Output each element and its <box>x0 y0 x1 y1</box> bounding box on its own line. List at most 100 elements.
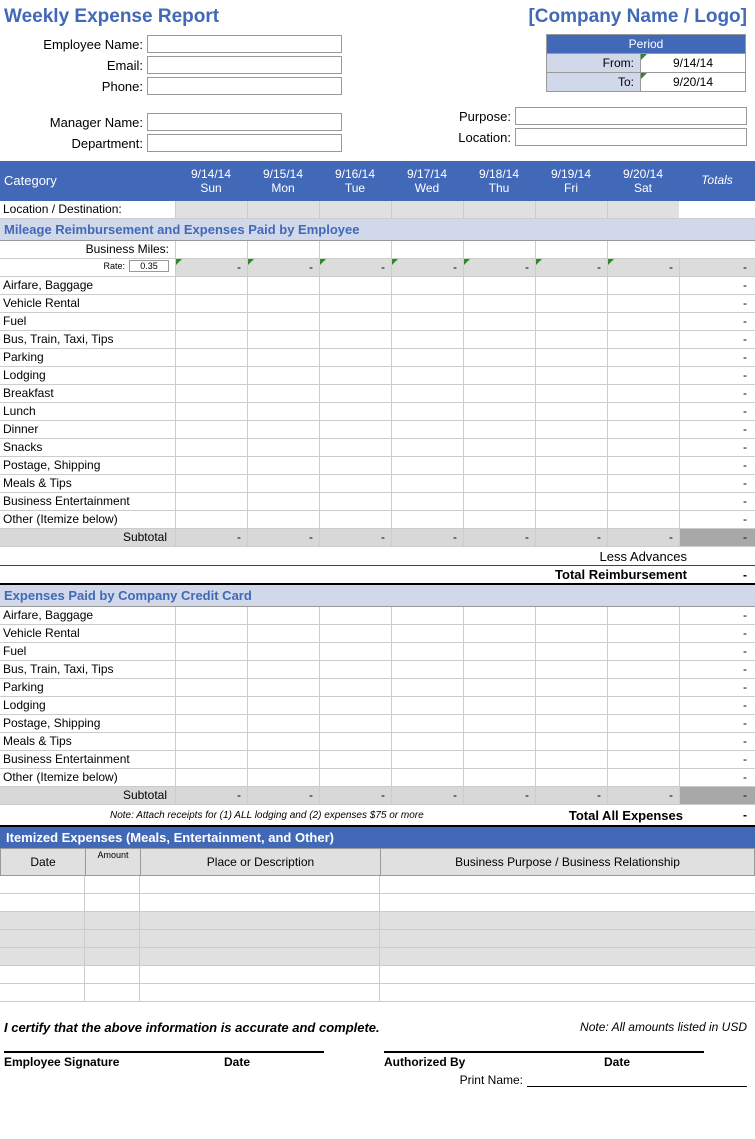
expense-cell[interactable] <box>247 439 319 456</box>
expense-cell[interactable] <box>391 751 463 768</box>
expense-cell[interactable] <box>247 493 319 510</box>
expense-cell[interactable] <box>319 769 391 786</box>
expense-cell[interactable] <box>391 715 463 732</box>
expense-cell[interactable] <box>391 511 463 528</box>
expense-cell[interactable] <box>391 313 463 330</box>
expense-cell[interactable] <box>463 679 535 696</box>
expense-cell[interactable] <box>175 511 247 528</box>
expense-cell[interactable] <box>175 715 247 732</box>
expense-cell[interactable] <box>319 607 391 624</box>
expense-cell[interactable] <box>175 661 247 678</box>
expense-cell[interactable] <box>391 385 463 402</box>
expense-cell[interactable] <box>607 367 679 384</box>
expense-cell[interactable] <box>463 661 535 678</box>
expense-cell[interactable] <box>175 643 247 660</box>
expense-cell[interactable] <box>607 331 679 348</box>
expense-cell[interactable] <box>175 493 247 510</box>
expense-cell[interactable] <box>535 457 607 474</box>
expense-cell[interactable] <box>535 493 607 510</box>
expense-cell[interactable] <box>175 313 247 330</box>
expense-cell[interactable] <box>535 331 607 348</box>
expense-cell[interactable] <box>175 403 247 420</box>
expense-cell[interactable] <box>175 367 247 384</box>
expense-cell[interactable] <box>175 349 247 366</box>
expense-cell[interactable] <box>247 349 319 366</box>
expense-cell[interactable] <box>463 769 535 786</box>
expense-cell[interactable] <box>535 625 607 642</box>
expense-cell[interactable] <box>319 331 391 348</box>
expense-cell[interactable] <box>391 295 463 312</box>
expense-cell[interactable] <box>319 643 391 660</box>
expense-cell[interactable] <box>391 493 463 510</box>
expense-cell[interactable] <box>391 421 463 438</box>
expense-cell[interactable] <box>607 715 679 732</box>
expense-cell[interactable] <box>247 313 319 330</box>
expense-cell[interactable] <box>175 331 247 348</box>
expense-cell[interactable] <box>247 367 319 384</box>
expense-cell[interactable] <box>463 511 535 528</box>
expense-cell[interactable] <box>463 475 535 492</box>
expense-cell[interactable] <box>607 277 679 294</box>
expense-cell[interactable] <box>319 385 391 402</box>
expense-cell[interactable] <box>463 493 535 510</box>
expense-cell[interactable] <box>535 715 607 732</box>
expense-cell[interactable] <box>607 313 679 330</box>
expense-cell[interactable] <box>535 607 607 624</box>
expense-cell[interactable] <box>391 769 463 786</box>
expense-cell[interactable] <box>319 679 391 696</box>
expense-cell[interactable] <box>319 715 391 732</box>
expense-cell[interactable] <box>319 625 391 642</box>
expense-cell[interactable] <box>175 697 247 714</box>
expense-cell[interactable] <box>463 715 535 732</box>
expense-cell[interactable] <box>607 493 679 510</box>
expense-cell[interactable] <box>247 607 319 624</box>
expense-cell[interactable] <box>607 349 679 366</box>
expense-cell[interactable] <box>463 643 535 660</box>
expense-cell[interactable] <box>247 643 319 660</box>
expense-cell[interactable] <box>535 313 607 330</box>
expense-cell[interactable] <box>391 607 463 624</box>
expense-cell[interactable] <box>175 625 247 642</box>
expense-cell[interactable] <box>607 697 679 714</box>
expense-cell[interactable] <box>319 403 391 420</box>
department-input[interactable] <box>147 134 342 152</box>
phone-input[interactable] <box>147 77 342 95</box>
expense-cell[interactable] <box>319 277 391 294</box>
expense-cell[interactable] <box>319 421 391 438</box>
expense-cell[interactable] <box>463 349 535 366</box>
expense-cell[interactable] <box>319 661 391 678</box>
expense-cell[interactable] <box>463 457 535 474</box>
expense-cell[interactable] <box>535 769 607 786</box>
expense-cell[interactable] <box>391 697 463 714</box>
expense-cell[interactable] <box>175 295 247 312</box>
expense-cell[interactable] <box>247 751 319 768</box>
expense-cell[interactable] <box>391 679 463 696</box>
expense-cell[interactable] <box>319 697 391 714</box>
expense-cell[interactable] <box>391 733 463 750</box>
expense-cell[interactable] <box>319 493 391 510</box>
expense-cell[interactable] <box>175 769 247 786</box>
expense-cell[interactable] <box>247 697 319 714</box>
expense-cell[interactable] <box>607 661 679 678</box>
expense-cell[interactable] <box>607 769 679 786</box>
expense-cell[interactable] <box>319 349 391 366</box>
expense-cell[interactable] <box>607 475 679 492</box>
expense-cell[interactable] <box>535 403 607 420</box>
expense-cell[interactable] <box>463 385 535 402</box>
expense-cell[interactable] <box>535 367 607 384</box>
expense-cell[interactable] <box>391 643 463 660</box>
expense-cell[interactable] <box>607 421 679 438</box>
purpose-input[interactable] <box>515 107 747 125</box>
expense-cell[interactable] <box>175 385 247 402</box>
period-from-value[interactable]: 9/14/14 <box>641 54 746 73</box>
expense-cell[interactable] <box>607 625 679 642</box>
expense-cell[interactable] <box>463 607 535 624</box>
expense-cell[interactable] <box>247 511 319 528</box>
expense-cell[interactable] <box>535 349 607 366</box>
manager-name-input[interactable] <box>147 113 342 131</box>
expense-cell[interactable] <box>463 277 535 294</box>
employee-name-input[interactable] <box>147 35 342 53</box>
rate-input[interactable]: 0.35 <box>129 260 169 272</box>
expense-cell[interactable] <box>247 385 319 402</box>
expense-cell[interactable] <box>247 421 319 438</box>
